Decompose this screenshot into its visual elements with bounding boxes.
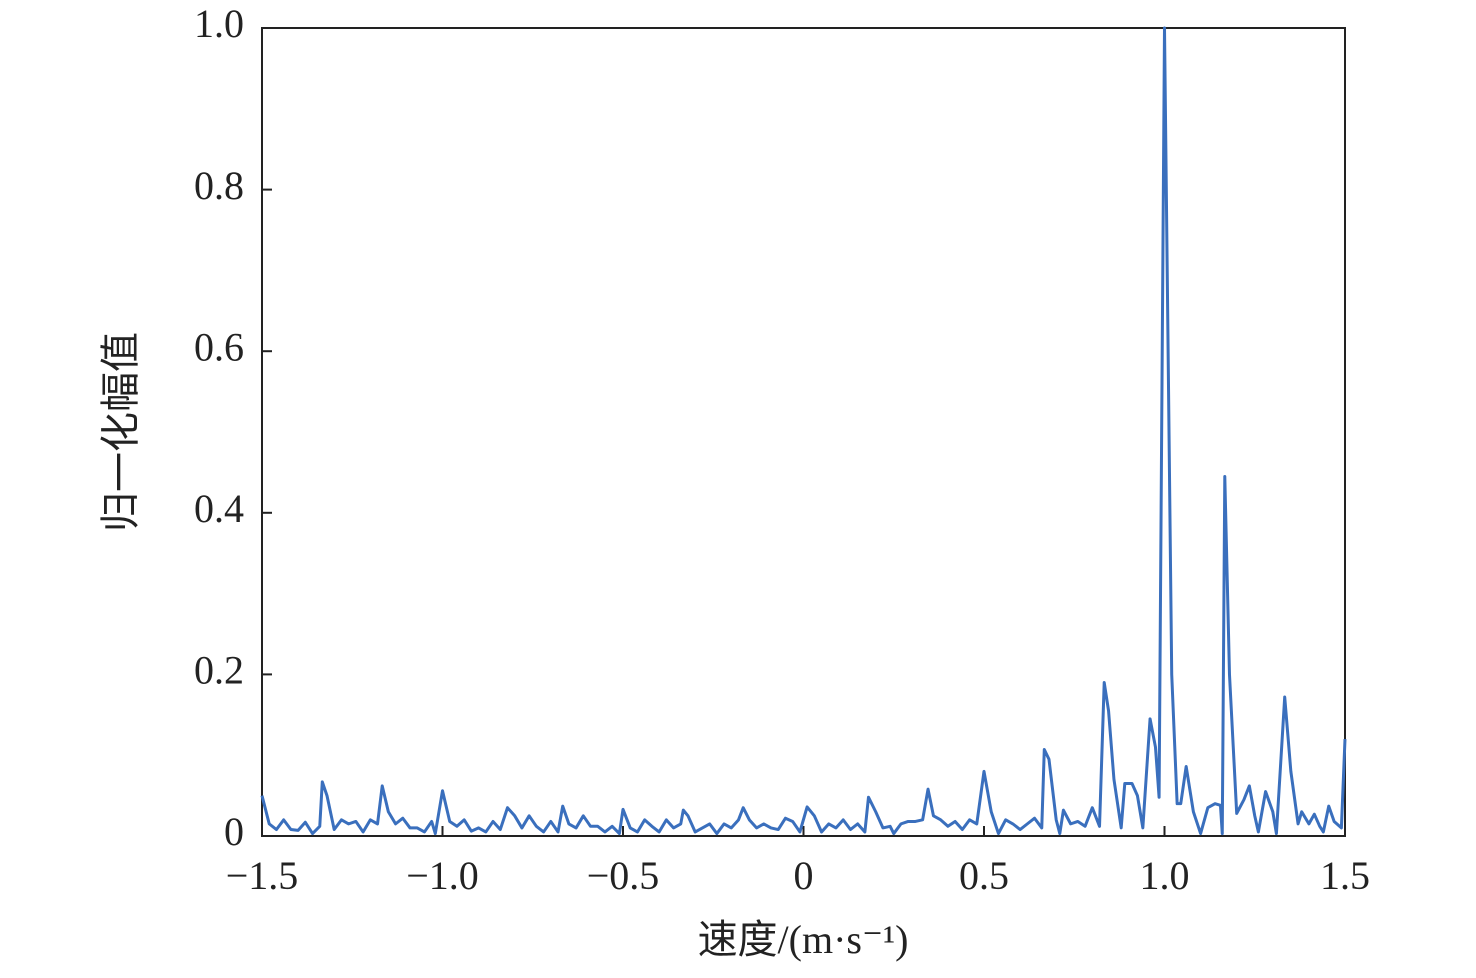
y-tick-label: 1.0 <box>194 1 244 46</box>
x-tick-label: 1.0 <box>1140 853 1190 898</box>
x-tick-label: 0.5 <box>959 853 1009 898</box>
y-tick-label: 0 <box>224 809 244 854</box>
line-series <box>260 26 1347 836</box>
y-tick-label: 0.6 <box>194 324 244 369</box>
y-axis-label: 归一化幅值 <box>98 332 143 532</box>
x-axis-label: 速度/(m·s⁻¹) <box>698 917 909 962</box>
y-tick-label: 0.4 <box>194 486 244 531</box>
x-tick-label: −1.0 <box>406 853 479 898</box>
y-tick-label: 0.2 <box>194 648 244 693</box>
x-tick-label: 0 <box>794 853 814 898</box>
plot-frame <box>261 27 1346 837</box>
x-tick-label: 1.5 <box>1320 853 1370 898</box>
x-tick-label: −1.5 <box>226 853 299 898</box>
x-tick-label: −0.5 <box>587 853 660 898</box>
y-tick-label: 0.8 <box>194 163 244 208</box>
